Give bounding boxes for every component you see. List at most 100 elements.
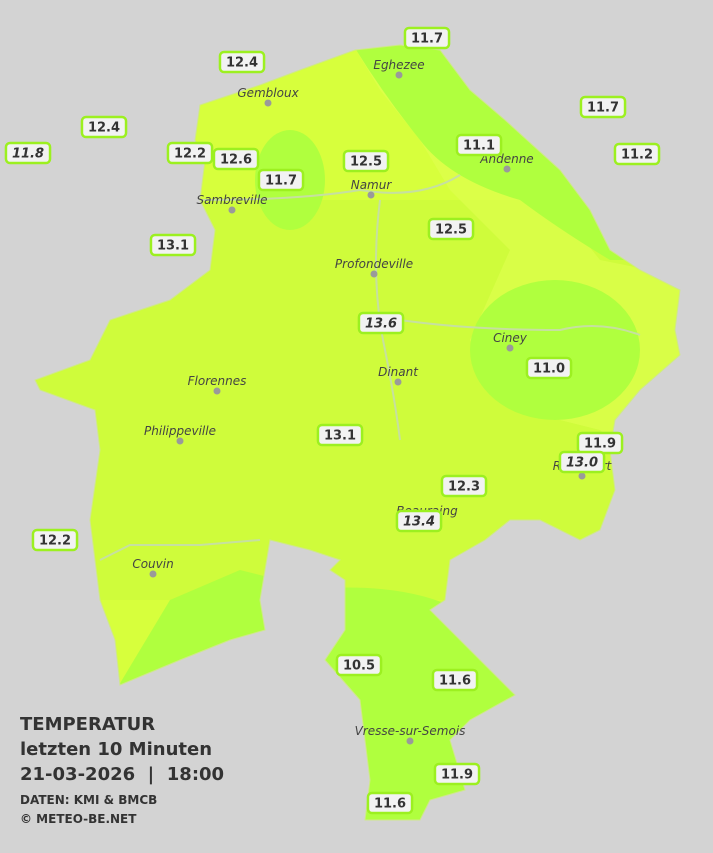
city-dot — [264, 99, 272, 107]
station-value: 11.9 — [441, 768, 473, 783]
city-label: Namur — [351, 178, 393, 192]
station: 12.6 — [212, 147, 260, 171]
city-dot — [176, 437, 184, 445]
station-value: 11.7 — [587, 101, 619, 116]
station-box — [257, 168, 305, 192]
legend-title: TEMPERATUR — [20, 714, 155, 735]
station: 11.9 — [576, 431, 624, 455]
station-value: 11.8 — [12, 147, 44, 162]
station-box — [433, 762, 481, 786]
station-box — [427, 217, 475, 241]
station-value: 13.4 — [403, 515, 435, 530]
city-dot — [406, 737, 414, 745]
city-label: Couvin — [132, 557, 173, 571]
station-value: 11.6 — [374, 797, 406, 812]
station-value: 11.7 — [411, 32, 443, 47]
station: 11.9 — [433, 762, 481, 786]
station-box — [395, 509, 443, 533]
station-value: 12.5 — [350, 155, 382, 170]
station-value: 11.0 — [533, 362, 565, 377]
legend-copyright: © METEO-BE.NET — [20, 812, 137, 826]
station: 13.6 — [357, 311, 405, 335]
station-value: 11.7 — [265, 174, 297, 189]
station-value: 11.2 — [621, 148, 653, 163]
station: 12.2 — [166, 141, 214, 165]
station: 12.4 — [218, 50, 266, 74]
station-box — [31, 528, 79, 552]
city-label: Dinant — [378, 365, 419, 379]
legend-source: DATEN: KMI & BMCB — [20, 793, 157, 807]
cities: EghezeeGemblouxAndenneSambrevilleNamurPr… — [132, 58, 613, 745]
legend-datetime: 21-03-2026 | 18:00 — [20, 764, 224, 785]
station: 11.8 — [4, 141, 52, 165]
station-box — [440, 474, 488, 498]
station-box — [431, 668, 479, 692]
station-value: 13.6 — [365, 317, 397, 332]
station-box — [4, 141, 52, 165]
city-dot — [506, 344, 514, 352]
city-label: Profondeville — [335, 257, 413, 271]
station-value: 10.5 — [343, 659, 375, 674]
city-label: Eghezee — [373, 58, 424, 72]
station-value: 12.4 — [226, 56, 258, 71]
city-dot — [228, 206, 236, 214]
station-value: 13.0 — [566, 456, 598, 471]
station-value: 13.1 — [157, 239, 189, 254]
station-box — [613, 142, 661, 166]
city-dot — [370, 270, 378, 278]
station: 11.6 — [431, 668, 479, 692]
station-box — [218, 50, 266, 74]
city-dot — [367, 191, 375, 199]
city-label: Vresse-sur-Semois — [355, 724, 466, 738]
station: 12.5 — [342, 149, 390, 173]
station: 13.4 — [395, 509, 443, 533]
station: 13.1 — [316, 423, 364, 447]
station: 11.7 — [257, 168, 305, 192]
station-box — [80, 115, 128, 139]
station-value: 11.1 — [463, 139, 495, 154]
station-box — [525, 356, 573, 380]
station-box — [335, 653, 383, 677]
city-label: Ciney — [493, 331, 528, 345]
station: 11.7 — [403, 26, 451, 50]
station: 11.2 — [613, 142, 661, 166]
station: 12.2 — [31, 528, 79, 552]
station-box — [212, 147, 260, 171]
station-box — [455, 133, 503, 157]
station-value: 12.2 — [39, 534, 71, 549]
station: 11.0 — [525, 356, 573, 380]
station: 11.6 — [366, 791, 414, 815]
station-value: 12.6 — [220, 153, 252, 168]
station-value: 12.3 — [448, 480, 480, 495]
station-value: 12.5 — [435, 223, 467, 238]
city-dot — [149, 570, 157, 578]
city-dot — [503, 165, 511, 173]
station-box — [579, 95, 627, 119]
city-dot — [394, 378, 402, 386]
station-value: 12.4 — [88, 121, 120, 136]
station-box — [342, 149, 390, 173]
city-dot — [213, 387, 221, 395]
city-label: Sambreville — [196, 193, 267, 207]
station-box — [403, 26, 451, 50]
station: 10.5 — [335, 653, 383, 677]
station-box — [366, 791, 414, 815]
city-label: Gembloux — [237, 86, 299, 100]
station: 12.3 — [440, 474, 488, 498]
station-box — [149, 233, 197, 257]
city-label: Florennes — [188, 374, 247, 388]
station: 11.1 — [455, 133, 503, 157]
legend-period: letzten 10 Minuten — [20, 739, 212, 760]
station-box — [166, 141, 214, 165]
city-dot — [578, 472, 586, 480]
station-value: 11.9 — [584, 437, 616, 452]
station-box — [558, 450, 606, 474]
stations: 12.4 11.7 12.4 11.7 11.8 12.2 12.6 11.1 11.2 12.5… — [4, 26, 661, 815]
station-value: 13.1 — [324, 429, 356, 444]
city-label: Philippeville — [144, 424, 216, 438]
station: 12.4 — [80, 115, 128, 139]
station-box — [316, 423, 364, 447]
city-dot — [395, 71, 403, 79]
station-box — [357, 311, 405, 335]
